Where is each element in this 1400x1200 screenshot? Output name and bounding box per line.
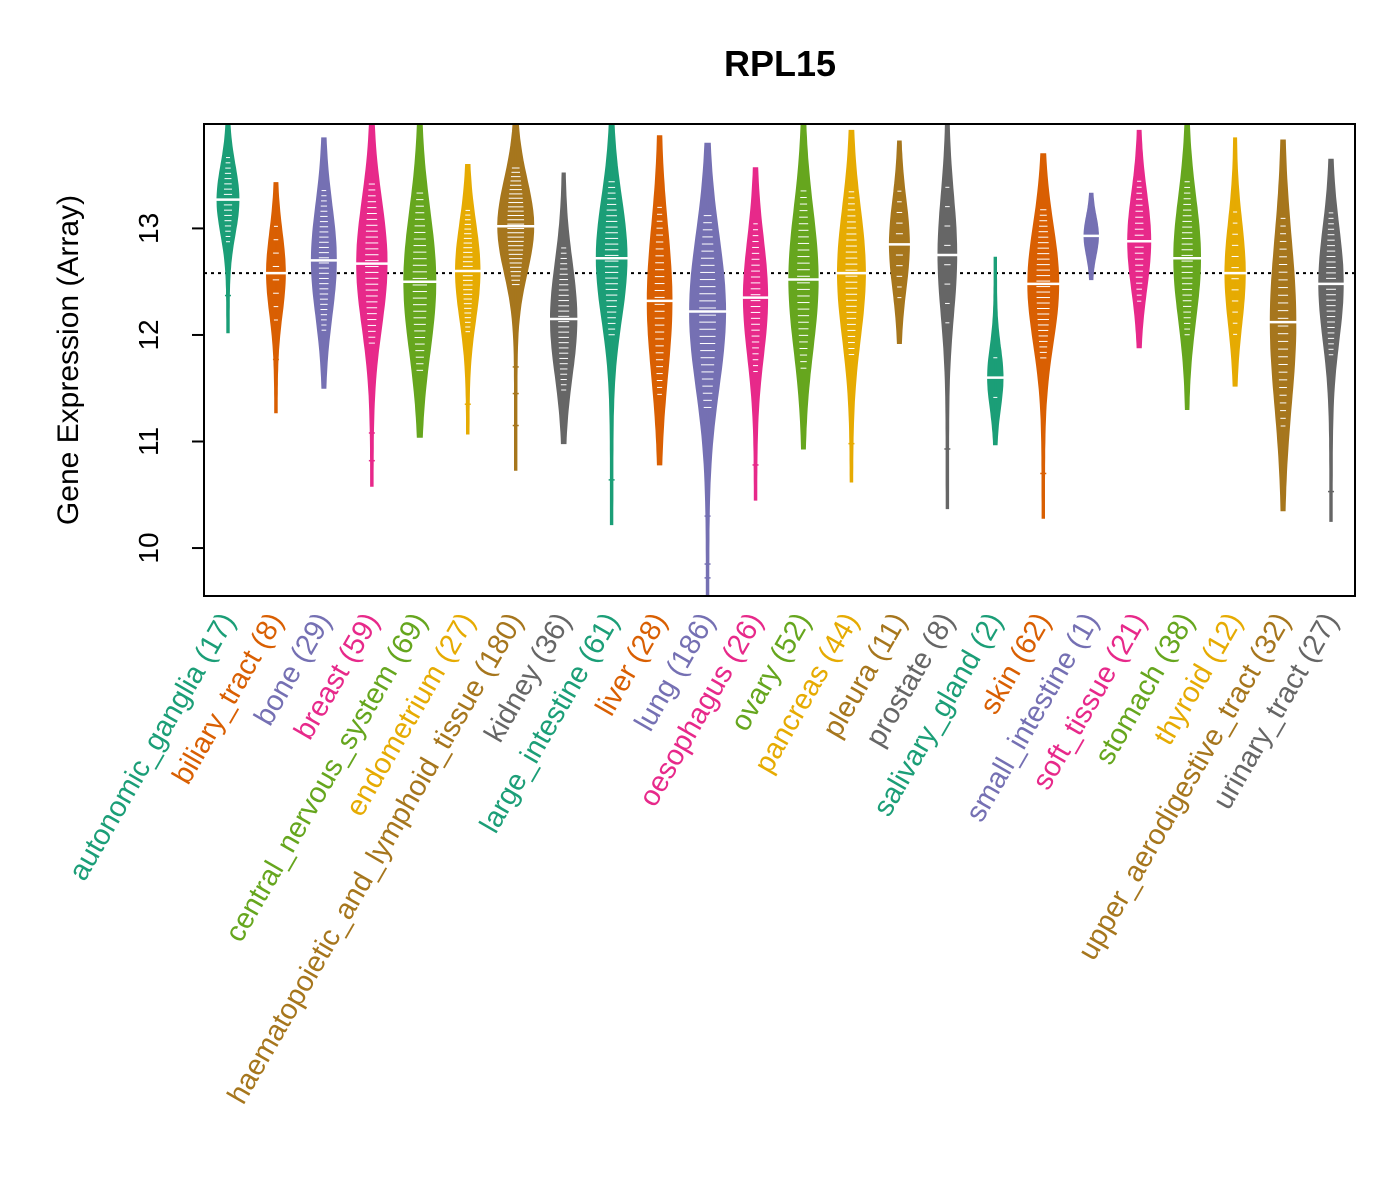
violin-kidney bbox=[548, 172, 579, 445]
violin-central_nervous_system bbox=[401, 123, 438, 438]
violin-skin bbox=[1025, 153, 1061, 519]
violin-large_intestine bbox=[594, 123, 630, 526]
violin-salivary_gland bbox=[985, 256, 1006, 446]
violin-biliary_tract bbox=[264, 182, 288, 414]
violin-lung bbox=[687, 142, 728, 597]
y-axis: 10 11 12 13 bbox=[133, 213, 205, 564]
violin-urinary_tract bbox=[1316, 158, 1346, 522]
y-tick-label: 13 bbox=[133, 213, 164, 244]
y-tick-label: 11 bbox=[133, 427, 164, 456]
violin-upper_aerodigestive_tract bbox=[1268, 139, 1298, 512]
violin-small_intestine bbox=[1082, 192, 1101, 281]
violin-ovary bbox=[786, 123, 821, 450]
violin-liver bbox=[645, 135, 674, 466]
plot-area bbox=[204, 123, 1355, 597]
violin-pancreas bbox=[835, 129, 868, 483]
violin-stomach bbox=[1171, 123, 1203, 410]
chart-title: RPL15 bbox=[724, 43, 836, 84]
violin-soft_tissue bbox=[1125, 129, 1153, 349]
y-axis-label: Gene Expression (Array) bbox=[52, 195, 85, 525]
y-tick-label: 12 bbox=[133, 319, 164, 350]
violin-thyroid bbox=[1222, 137, 1248, 387]
violin-pleura bbox=[887, 140, 912, 344]
x-axis-labels: autonomic_ganglia (17)biliary_tract (8)b… bbox=[63, 607, 1345, 1109]
violin-bone bbox=[309, 137, 339, 389]
violin-haematopoietic_and_lymphoid_tissue bbox=[495, 123, 536, 471]
violin-endometrium bbox=[453, 164, 483, 435]
violin-oesophagus bbox=[741, 167, 770, 501]
y-tick-label: 10 bbox=[133, 532, 164, 563]
violin-prostate bbox=[935, 123, 959, 510]
violin-autonomic_ganglia bbox=[215, 123, 241, 334]
violin-breast bbox=[354, 123, 390, 487]
